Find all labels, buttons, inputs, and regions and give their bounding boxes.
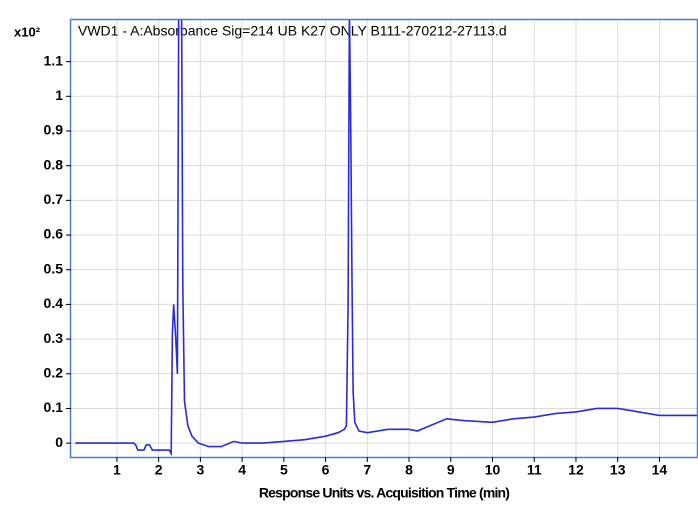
x-tick-label: 5 [280, 462, 288, 478]
x-tick-label: 8 [405, 462, 413, 478]
data-line [75, 20, 697, 457]
x-tick-label: 11 [527, 462, 542, 478]
y-multiplier: x10² [14, 24, 41, 39]
y-tick-label: 0.5 [44, 260, 64, 276]
y-tick-label: 0.4 [44, 295, 64, 311]
y-tick-label: 0 [55, 434, 63, 450]
x-tick-label: 14 [652, 462, 668, 478]
x-tick-label: 13 [610, 462, 626, 478]
y-tick-label: 0.3 [44, 330, 64, 346]
x-tick-label: 1 [113, 462, 121, 478]
y-tick-label: 0.1 [44, 399, 64, 415]
x-tick-label: 6 [322, 462, 330, 478]
y-tick-label: 0.9 [44, 122, 64, 138]
x-tick-label: 10 [485, 462, 501, 478]
x-tick-label: 4 [238, 462, 246, 478]
x-tick-label: 2 [155, 462, 163, 478]
x-tick-label: 3 [196, 462, 204, 478]
y-tick-label: 1 [55, 87, 63, 103]
x-tick-label: 12 [568, 462, 584, 478]
grid [71, 20, 697, 457]
y-tick-label: 1.1 [44, 52, 64, 68]
y-tick-label: 0.2 [44, 364, 64, 380]
x-tick-label: 9 [447, 462, 455, 478]
y-tick-label: 0.7 [44, 191, 64, 207]
chart-title: VWD1 - A:Absorbance Sig=214 UB K27 ONLY … [78, 23, 507, 39]
y-tick-label: 0.6 [44, 226, 64, 242]
y-tick-label: 0.8 [44, 156, 64, 172]
x-tick-label: 7 [363, 462, 371, 478]
x-axis-title: Response Units vs. Acquisition Time (min… [259, 485, 509, 501]
